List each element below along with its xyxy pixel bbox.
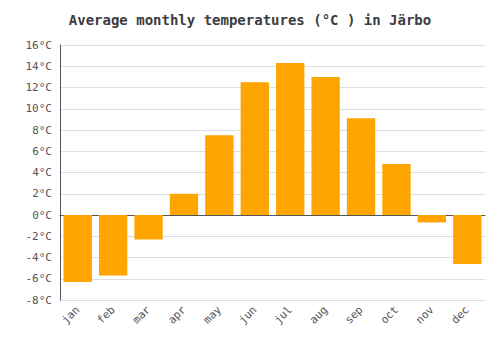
svg-text:Average monthly temperatures (: Average monthly temperatures (°C ) in Jä… (69, 12, 431, 28)
svg-text:8°C: 8°C (32, 124, 52, 137)
svg-text:may: may (201, 303, 224, 326)
svg-text:14°C: 14°C (26, 60, 53, 73)
svg-text:2°C: 2°C (32, 187, 52, 200)
svg-text:4°C: 4°C (32, 166, 52, 179)
svg-text:feb: feb (94, 303, 117, 326)
svg-text:jan: jan (59, 303, 82, 326)
svg-text:-2°C: -2°C (26, 230, 53, 243)
svg-text:jul: jul (272, 303, 295, 326)
svg-text:oct: oct (378, 303, 401, 326)
svg-text:6°C: 6°C (32, 145, 52, 158)
svg-text:10°C: 10°C (26, 102, 53, 115)
svg-text:aug: aug (307, 303, 330, 326)
svg-text:jun: jun (236, 303, 259, 326)
svg-text:sep: sep (342, 303, 365, 326)
svg-text:apr: apr (165, 303, 188, 326)
svg-text:nov: nov (413, 303, 436, 326)
svg-text:-8°C: -8°C (26, 294, 53, 307)
svg-text:16°C: 16°C (26, 39, 53, 52)
svg-text:-6°C: -6°C (26, 272, 53, 285)
svg-text:dec: dec (449, 303, 472, 326)
svg-text:-4°C: -4°C (26, 251, 53, 264)
svg-text:mar: mar (130, 303, 153, 326)
svg-text:12°C: 12°C (26, 81, 53, 94)
svg-text:0°C: 0°C (32, 209, 52, 222)
